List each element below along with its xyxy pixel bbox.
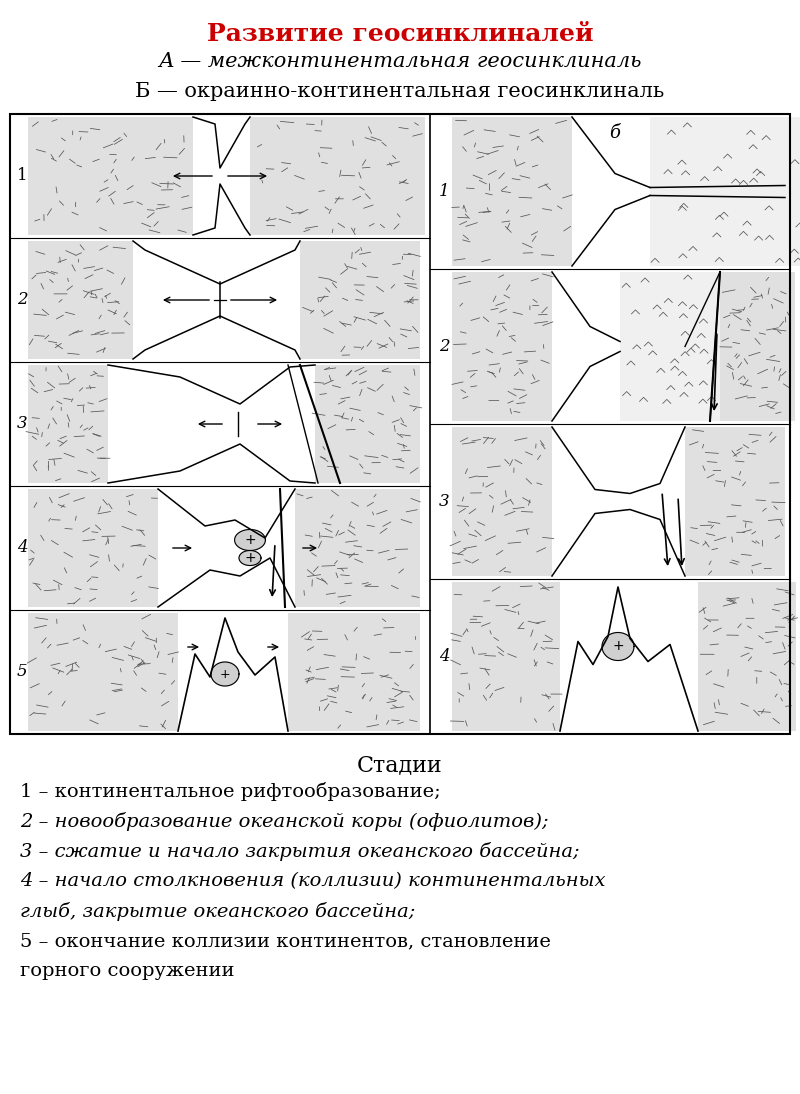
Polygon shape [211,662,239,686]
Text: горного сооружении: горного сооружении [20,962,234,980]
Text: +: + [612,640,624,653]
Text: 5: 5 [17,663,27,680]
Text: +: + [244,533,256,547]
Bar [300,241,420,359]
Text: 3 – сжатие и начало закрытия океанского бассейна;: 3 – сжатие и начало закрытия океанского … [20,842,580,861]
Bar [698,582,796,731]
Text: 4 – начало столкновения (коллизии) континентальных: 4 – начало столкновения (коллизии) конти… [20,872,606,891]
Bar [10,114,790,734]
Bar [650,117,800,266]
Polygon shape [602,632,634,661]
Bar [28,241,133,359]
Text: 5 – окончание коллизии континентов, становление: 5 – окончание коллизии континентов, стан… [20,932,551,950]
Text: 4: 4 [17,539,27,557]
Bar [452,582,560,731]
Text: Б — окраинно-континентальная геосинклиналь: Б — окраинно-континентальная геосинклина… [135,82,665,101]
Bar [315,365,420,482]
Bar [28,117,193,235]
Text: Развитие геосинклиналей: Развитие геосинклиналей [206,22,594,46]
Text: б: б [610,124,621,142]
Text: +: + [220,667,230,680]
Bar [28,365,108,482]
Bar [295,489,420,607]
Bar [288,613,420,731]
Text: +: + [244,551,256,565]
Text: Стадии: Стадии [357,754,443,776]
Text: 1 – континентальное рифтообразование;: 1 – континентальное рифтообразование; [20,782,441,801]
Text: 2: 2 [438,338,450,354]
Bar [250,117,425,235]
Polygon shape [234,529,266,550]
Bar [685,427,785,577]
Bar [620,272,720,421]
Bar [452,272,552,421]
Bar [452,427,552,577]
Text: 4: 4 [438,648,450,665]
Text: 1: 1 [17,167,27,185]
Text: 3: 3 [438,493,450,510]
Text: 2: 2 [17,291,27,309]
Text: 2 – новообразование океанской коры (офиолитов);: 2 – новообразование океанской коры (офио… [20,812,549,831]
Text: А — межконтинентальная геосинклиналь: А — межконтинентальная геосинклиналь [158,53,642,71]
Bar [720,272,795,421]
Text: 3: 3 [17,416,27,432]
Text: глыб, закрытие океанского бассейна;: глыб, закрытие океанского бассейна; [20,901,415,921]
Bar [28,489,158,607]
Bar [452,117,572,266]
Polygon shape [239,550,261,566]
Text: 1: 1 [438,183,450,200]
Bar [28,613,178,731]
